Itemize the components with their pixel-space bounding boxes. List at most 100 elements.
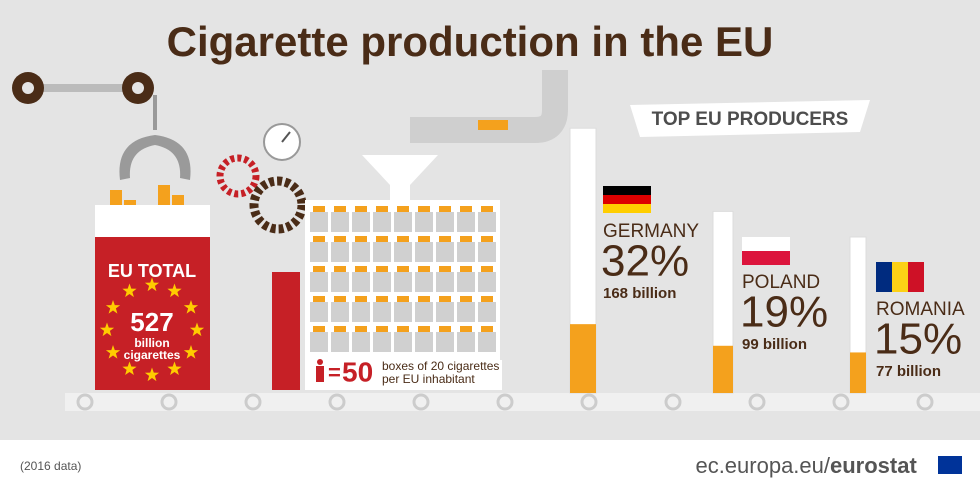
- mini-filter: [460, 236, 472, 242]
- mini-box: [415, 212, 433, 232]
- mini-box: [331, 302, 349, 322]
- belt-wheel: [496, 393, 514, 411]
- mini-filter: [481, 326, 493, 332]
- gears: [216, 123, 307, 234]
- mini-filter: [439, 326, 451, 332]
- mini-filter: [397, 236, 409, 242]
- mini-filter: [376, 296, 388, 302]
- flag-romania: [876, 262, 924, 292]
- person-icon: [316, 366, 324, 382]
- mini-filter: [334, 206, 346, 212]
- mini-box: [310, 212, 328, 232]
- star: [144, 277, 160, 292]
- star: [183, 300, 199, 314]
- mini-filter: [439, 266, 451, 272]
- mini-box: [394, 302, 412, 322]
- mini-box: [331, 212, 349, 232]
- mini-filter: [397, 266, 409, 272]
- mini-box: [310, 242, 328, 262]
- producer-amount: 77 billion: [876, 363, 941, 380]
- boxes: [310, 206, 496, 352]
- mini-box: [331, 272, 349, 292]
- mini-box: [310, 302, 328, 322]
- mini-box: [478, 302, 496, 322]
- cigarette-filter: [713, 345, 733, 393]
- title: Cigarette production in the EU: [167, 18, 774, 65]
- producer-share: 19%: [740, 288, 828, 337]
- mini-box: [436, 212, 454, 232]
- mini-filter: [313, 206, 325, 212]
- eu-total-label: EU TOTAL: [108, 261, 196, 281]
- mini-box: [331, 242, 349, 262]
- mini-box: [373, 332, 391, 352]
- eu-flag: [938, 456, 962, 474]
- mini-filter: [439, 236, 451, 242]
- mini-filter: [376, 206, 388, 212]
- mini-filter: [397, 326, 409, 332]
- star: [122, 283, 137, 298]
- mini-filter: [397, 296, 409, 302]
- mini-filter: [355, 206, 367, 212]
- eu-total-pack: [95, 185, 210, 390]
- boxes-text: boxes of 20 cigarettes: [382, 359, 499, 373]
- mini-box: [457, 332, 475, 352]
- box-caption-bg: [312, 360, 502, 390]
- mini-box: [478, 242, 496, 262]
- mini-box: [373, 302, 391, 322]
- mini-box: [478, 212, 496, 232]
- mini-filter: [355, 326, 367, 332]
- producer-amount: 99 billion: [742, 336, 807, 353]
- mini-box: [310, 332, 328, 352]
- mini-filter: [313, 236, 325, 242]
- mini-box: [457, 212, 475, 232]
- boxes-number: 50: [342, 356, 373, 387]
- producer-amount: 168 billion: [603, 285, 676, 302]
- flag-poland: [742, 237, 790, 265]
- mini-filter: [460, 326, 472, 332]
- belt-wheel: [580, 393, 598, 411]
- mini-filter: [481, 206, 493, 212]
- mini-filter: [439, 206, 451, 212]
- mini-box: [373, 212, 391, 232]
- mini-filter: [313, 266, 325, 272]
- belt-wheel: [76, 393, 94, 411]
- eu-total-unit: billion: [134, 336, 169, 350]
- mini-filter: [418, 266, 430, 272]
- belt-wheel: [916, 393, 934, 411]
- producer-name: ROMANIA: [876, 299, 965, 320]
- mini-box: [352, 302, 370, 322]
- star: [122, 361, 137, 375]
- eu-total-value: 527: [130, 307, 173, 337]
- mini-filter: [376, 326, 388, 332]
- mini-box: [394, 272, 412, 292]
- mini-filter: [460, 296, 472, 302]
- star: [167, 361, 182, 375]
- mini-box: [352, 212, 370, 232]
- mini-box: [352, 272, 370, 292]
- mini-filter: [481, 266, 493, 272]
- producer-share: 32%: [601, 237, 689, 286]
- mini-box: [331, 332, 349, 352]
- mini-filter: [334, 296, 346, 302]
- mini-box: [415, 272, 433, 292]
- star: [189, 322, 205, 337]
- conveyor: [65, 393, 980, 411]
- mini-box: [352, 242, 370, 262]
- mini-filter: [376, 236, 388, 242]
- small-pack: [272, 272, 300, 390]
- star: [99, 322, 115, 337]
- cigarette-filter: [570, 324, 596, 393]
- banner-text: TOP EU PRODUCERS: [652, 109, 849, 130]
- mini-box: [373, 242, 391, 262]
- mini-filter: [355, 296, 367, 302]
- cigarette-filter: [850, 352, 866, 393]
- star: [183, 345, 199, 359]
- star: [105, 300, 121, 314]
- belt-wheel: [832, 393, 850, 411]
- mini-filter: [439, 296, 451, 302]
- mini-filter: [418, 206, 430, 212]
- mini-filter: [334, 266, 346, 272]
- mini-box: [436, 302, 454, 322]
- footer-url: ec.europa.eu/: [695, 453, 830, 478]
- producer-share: 15%: [874, 315, 962, 364]
